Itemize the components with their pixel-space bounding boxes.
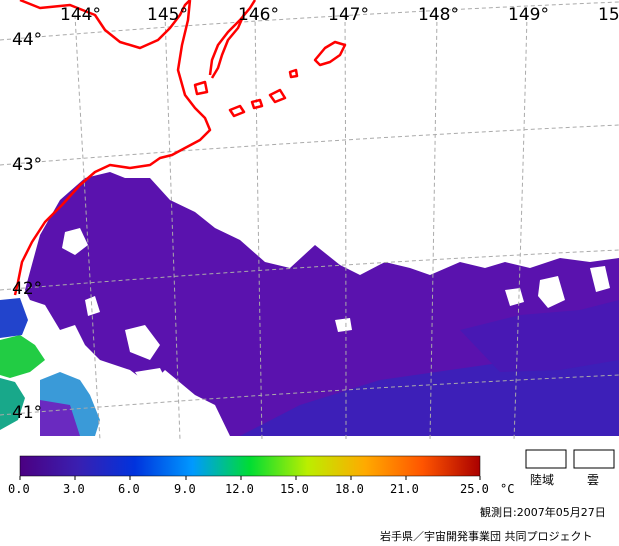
credit-text: 岩手県／宇宙開発事業団 共同プロジェクト: [380, 529, 593, 543]
lon-label: 148°: [418, 5, 459, 25]
legend-land: 陸域: [525, 449, 567, 487]
scale-tick-label: 21.0: [390, 482, 419, 496]
scale-unit-label: °C: [500, 482, 514, 496]
scale-tick-label: 12.0: [225, 482, 254, 496]
lat-label: 41°: [12, 403, 42, 423]
land-label: 陸域: [530, 473, 554, 487]
sst-green-patch: [0, 335, 45, 378]
meridian-line: [429, 14, 438, 440]
lon-label: 145°: [147, 5, 188, 25]
lon-label: 147°: [328, 5, 369, 25]
cloud-gap: [62, 228, 88, 255]
coastline: [13, 0, 347, 296]
meridian-line: [74, 14, 101, 440]
meridian-line: [164, 14, 181, 440]
scale-tick-label: 18.0: [335, 482, 364, 496]
color-scale-ticks: [19, 476, 481, 480]
cloud-swatch: [573, 449, 615, 469]
cloud-gaps: [62, 228, 610, 395]
lat-label: 42°: [12, 279, 42, 299]
cloud-label: 雲: [587, 473, 599, 487]
cloud-gap: [125, 325, 160, 360]
meridian-line: [344, 14, 347, 440]
scale-tick-label: 9.0: [174, 482, 196, 496]
island-coast: [193, 80, 209, 96]
lat-label: 43°: [12, 155, 42, 175]
meridian-line: [513, 14, 528, 440]
lon-label: 15: [598, 5, 619, 25]
lon-label: 149°: [508, 5, 549, 25]
cloud-gap: [590, 266, 610, 292]
cloud-gap: [85, 296, 100, 316]
parallel-line: [0, 124, 619, 166]
sst-blue-patch: [0, 298, 28, 338]
sst-east-band: [460, 300, 619, 372]
parallel-line: [0, 1, 619, 41]
land-swatch: [525, 449, 567, 469]
color-scale-labels: 0.0 3.0 6.0 9.0 12.0 15.0 18.0 21.0 25.0…: [8, 482, 514, 496]
scale-tick-label: 25.0: [460, 482, 489, 496]
lat-label: 44°: [12, 30, 42, 50]
graticule: [0, 1, 619, 440]
parallel-line: [0, 249, 619, 291]
island-coast: [288, 68, 299, 79]
meridian-line: [254, 14, 263, 440]
scale-tick-label: 15.0: [280, 482, 309, 496]
scale-tick-label: 0.0: [8, 482, 30, 496]
parallel-line: [0, 374, 619, 416]
hokkaido-coast: [13, 0, 212, 296]
sst-map: 144° 145° 146° 147° 148° 149° 15 44° 43°…: [0, 0, 619, 440]
longitude-labels: 144° 145° 146° 147° 148° 149° 15: [60, 5, 619, 25]
cloud-gap: [135, 368, 170, 395]
cloud-gap: [538, 276, 565, 308]
lon-label: 146°: [238, 5, 279, 25]
scale-tick-label: 6.0: [118, 482, 140, 496]
etorofu-coast: [313, 40, 347, 67]
habomai-coast: [250, 98, 264, 110]
sst-field: [0, 172, 619, 436]
map-footer: 0.0 3.0 6.0 9.0 12.0 15.0 18.0 21.0 25.0…: [8, 449, 615, 543]
cloud-gap: [335, 318, 352, 332]
shikotan-coast: [268, 88, 287, 104]
kunashiri-coast: [208, 0, 257, 79]
legend-cloud: 雲: [573, 449, 615, 487]
sst-teal-patch: [0, 378, 25, 430]
observation-date: 観測日:2007年05月27日: [480, 505, 606, 519]
lon-label: 144°: [60, 5, 101, 25]
scale-tick-label: 3.0: [63, 482, 85, 496]
habomai-coast: [228, 104, 246, 118]
cloud-gap: [505, 288, 524, 306]
color-scale-bar: [19, 455, 481, 477]
latitude-labels: 44° 43° 42° 41°: [12, 30, 42, 423]
